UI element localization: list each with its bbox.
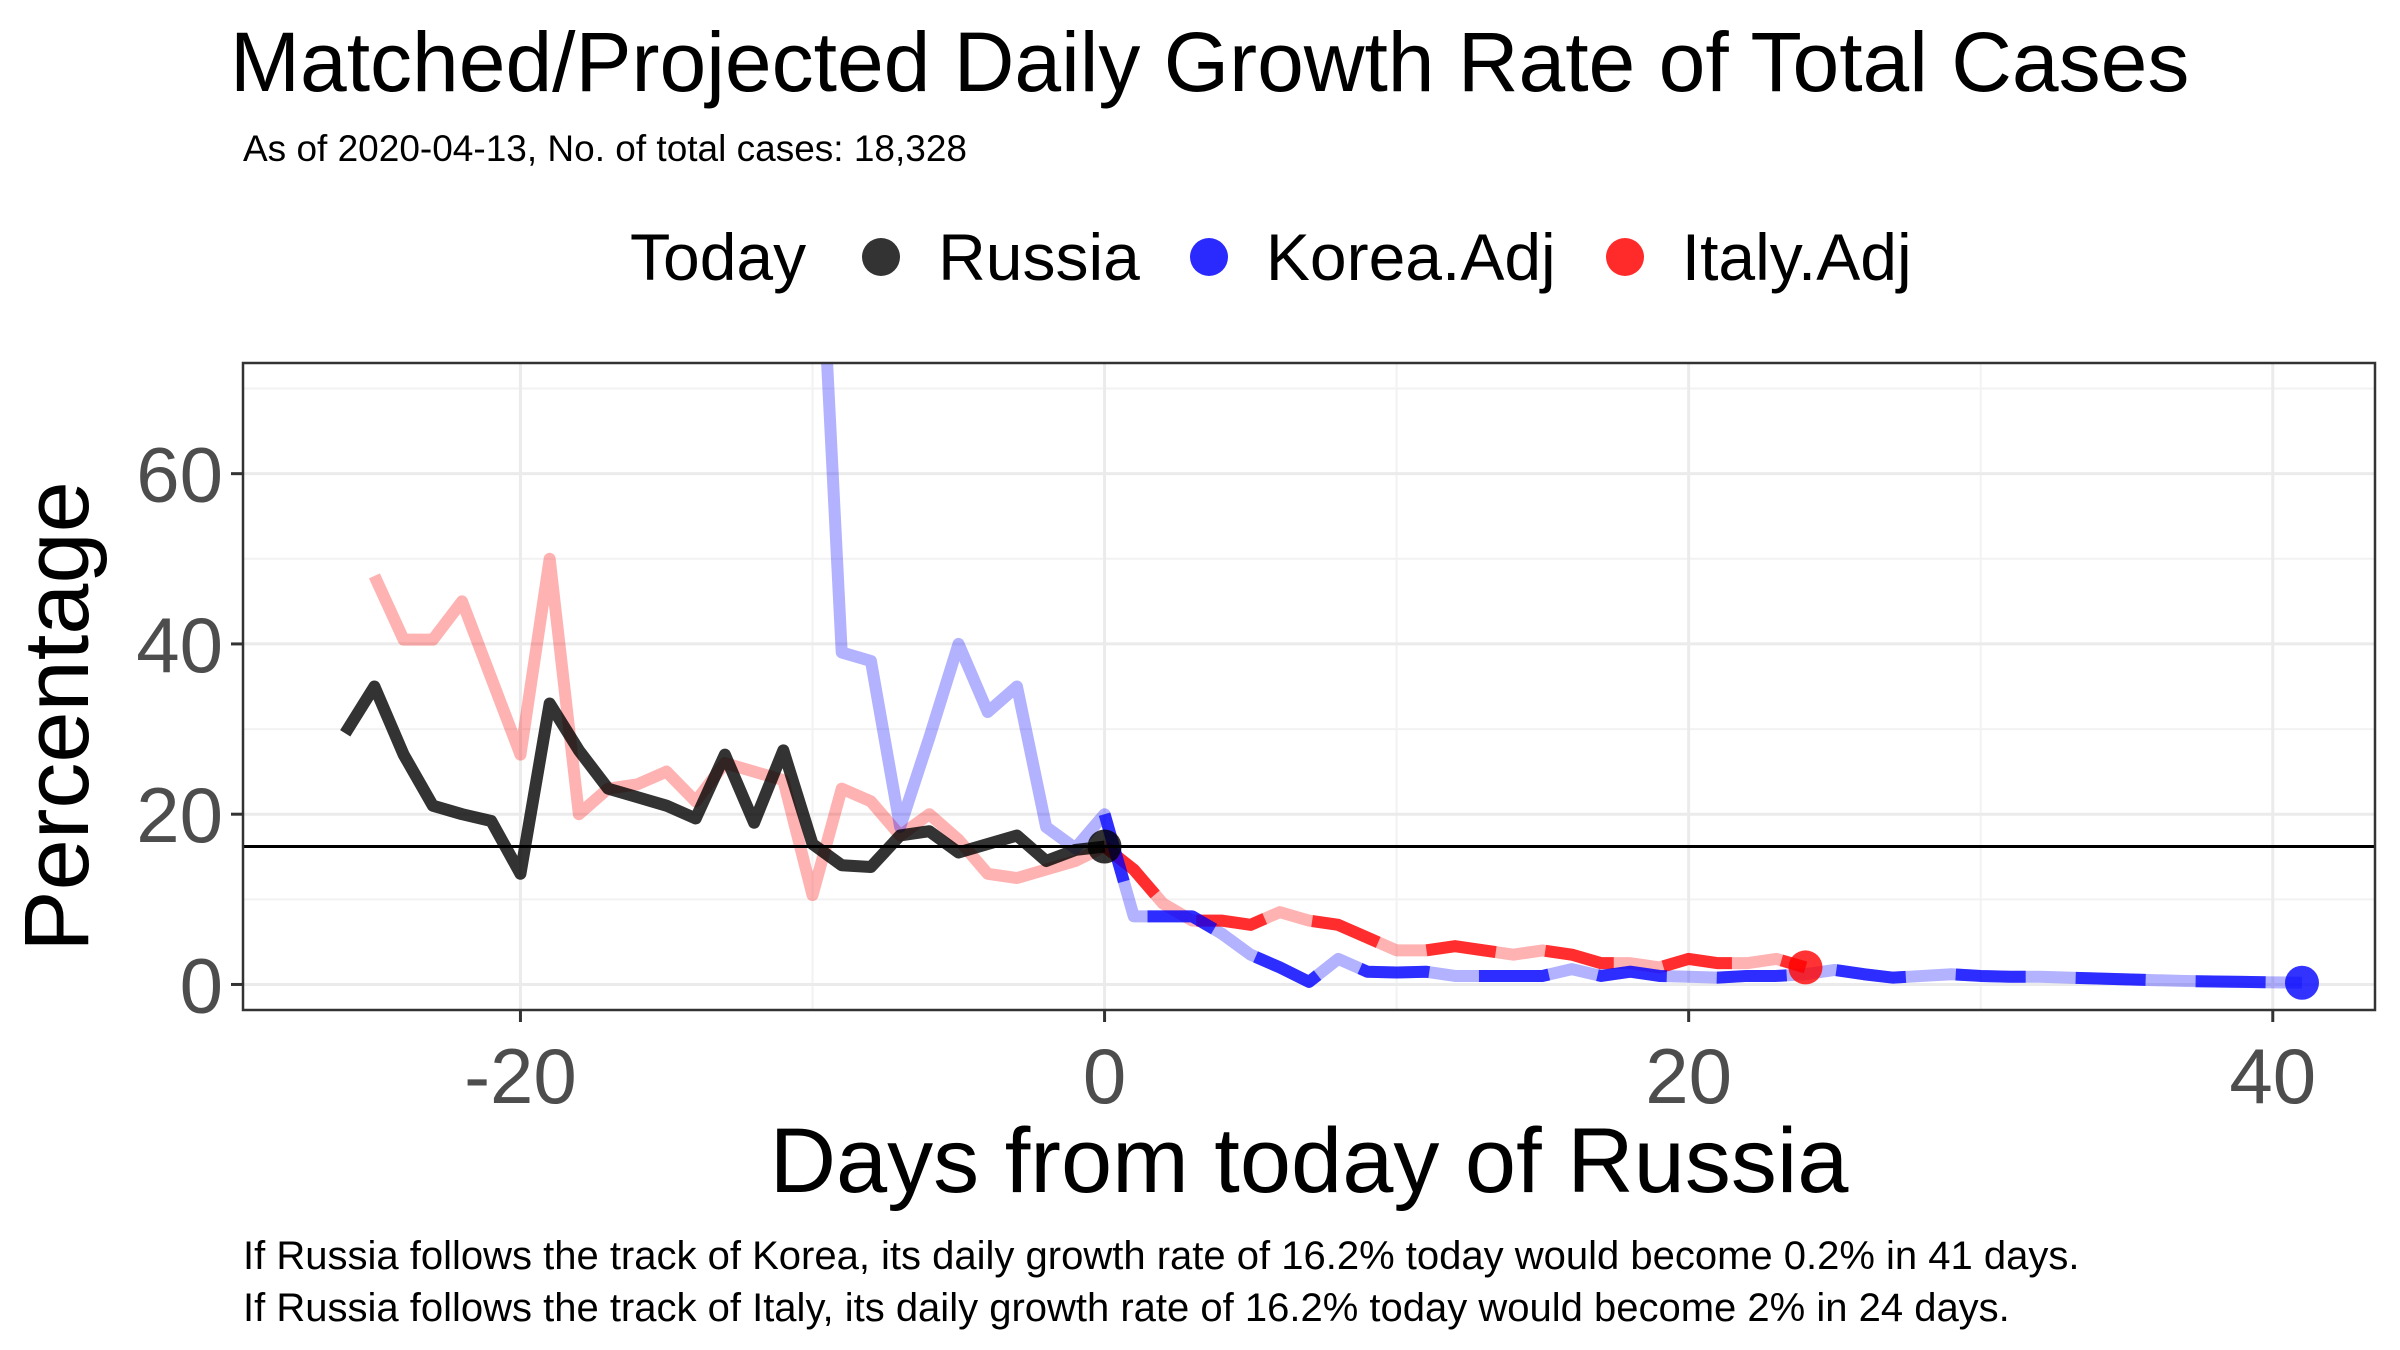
chart-subtitle: As of 2020-04-13, No. of total cases: 18… — [243, 128, 968, 169]
caption-italy: If Russia follows the track of Italy, it… — [243, 1286, 2010, 1330]
x-axis-label: Days from today of Russia — [770, 1110, 1850, 1212]
legend: Today Russia Korea.Adj Italy.Adj — [630, 219, 1962, 295]
legend-dot-russia — [862, 238, 901, 276]
plot-background — [243, 363, 2375, 1010]
x-tick-label: 20 — [1645, 1032, 1732, 1120]
legend-label-italy: Italy.Adj — [1681, 220, 1912, 294]
legend-label-korea: Korea.Adj — [1265, 220, 1556, 294]
legend-item-italy: Italy.Adj — [1605, 219, 1912, 295]
series-projection-korea — [1098, 812, 2303, 989]
y-tick-label: 40 — [136, 601, 223, 689]
legend-dot-italy — [1605, 238, 1644, 276]
series-projection-italy — [1100, 841, 1808, 974]
point-today-korea — [2284, 965, 2319, 1000]
legend-label-russia: Russia — [938, 220, 1140, 294]
x-tick-label: 0 — [1083, 1032, 1126, 1120]
legend-dot-korea — [1189, 238, 1228, 276]
x-tick-label: -20 — [464, 1032, 577, 1120]
y-tick-label: 0 — [180, 941, 223, 1029]
point-today-italy — [1788, 950, 1823, 985]
legend-item-korea: Korea.Adj — [1189, 219, 1556, 295]
caption-korea: If Russia follows the track of Korea, it… — [243, 1234, 2080, 1278]
x-tick-label: 40 — [2229, 1032, 2316, 1120]
y-tick-label: 60 — [136, 431, 223, 519]
series-line-korea — [821, 363, 2303, 989]
plot-border — [241, 361, 2377, 1012]
legend-item-russia: Russia — [862, 219, 1140, 295]
y-axis-label: Percentage — [6, 481, 108, 952]
legend-title: Today — [630, 220, 807, 294]
chart-title: Matched/Projected Daily Growth Rate of T… — [230, 15, 2190, 109]
y-tick-label: 20 — [136, 771, 223, 859]
